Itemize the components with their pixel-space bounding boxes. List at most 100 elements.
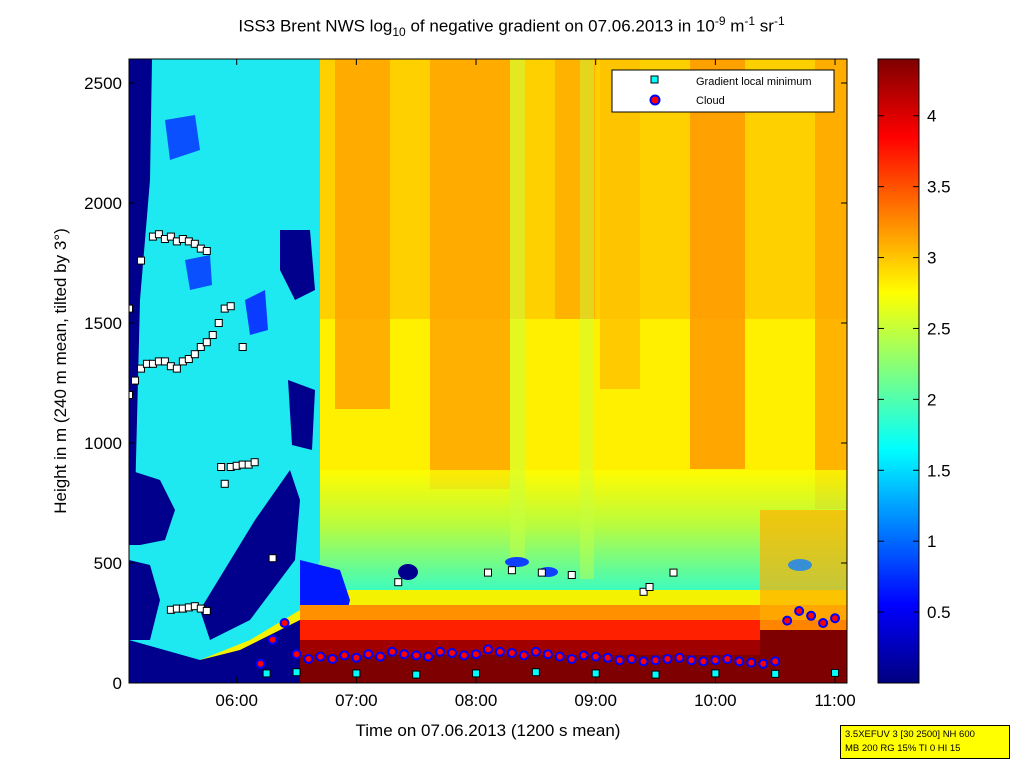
- gradient-min-marker: [292, 668, 301, 677]
- gradient-min-marker: [250, 458, 259, 467]
- cloud-marker: [638, 656, 649, 667]
- cloud-marker: [423, 651, 434, 662]
- gradient-min-marker: [196, 343, 205, 351]
- gradient-min-marker: [262, 669, 271, 678]
- info-box: 3.5XEFUV 3 [30 2500] NH 600 MB 200 RG 15…: [840, 725, 1010, 759]
- cloud-marker: [375, 651, 386, 662]
- gradient-min-marker: [190, 350, 199, 359]
- x-axis: 06:00 07:00 08:00 09:00 10:00 11:00: [215, 59, 856, 710]
- marker-layer: [120, 230, 841, 679]
- x-tick-label: 11:00: [814, 691, 855, 710]
- cloud-marker: [686, 655, 697, 666]
- cloud-marker: [315, 651, 326, 662]
- colorbar-tick-label: 3: [927, 249, 936, 268]
- legend-marker-gradient-min: [650, 75, 659, 84]
- x-tick-label: 07:00: [335, 691, 378, 710]
- gradient-min-marker: [154, 230, 163, 239]
- cloud-marker: [327, 654, 338, 664]
- gradient-min-marker: [130, 376, 139, 385]
- cloud-marker: [291, 649, 302, 660]
- y-tick-label: 500: [94, 554, 122, 573]
- info-line-1: 3.5XEFUV 3 [30 2500] NH 600: [845, 729, 975, 740]
- cloud-marker: [494, 646, 505, 657]
- gradient-min-marker: [120, 291, 127, 298]
- cloud-marker: [722, 654, 733, 664]
- gradient-min-marker: [129, 391, 133, 399]
- cloud-marker: [770, 656, 781, 667]
- gradient-min-marker: [831, 668, 840, 677]
- gradient-min-marker: [639, 587, 648, 596]
- cloud-marker: [459, 650, 470, 661]
- cloud-marker: [387, 646, 398, 657]
- gradient-min-marker: [226, 302, 235, 311]
- cloud-marker: [818, 618, 829, 628]
- heatmap-field: [129, 59, 847, 683]
- cloud-marker: [255, 658, 266, 669]
- colorbar-tick-label: 3.5: [927, 178, 951, 197]
- gradient-min-marker: [669, 568, 678, 577]
- cloud-marker: [662, 654, 673, 664]
- y-tick-label: 2000: [84, 194, 122, 213]
- colorbar-tick-label: 2.5: [927, 319, 951, 338]
- gradient-min-marker: [591, 669, 600, 678]
- colorbar-tick-label: 4: [927, 107, 936, 126]
- cloud-marker: [674, 652, 685, 663]
- gradient-min-marker: [537, 568, 546, 577]
- cloud-marker: [650, 655, 661, 666]
- colorbar: [877, 58, 920, 684]
- cloud-marker: [339, 650, 350, 661]
- cloud-marker: [363, 649, 374, 660]
- gradient-min-marker: [136, 256, 145, 265]
- gradient-min-marker: [136, 364, 145, 373]
- gradient-min-marker: [567, 571, 576, 579]
- gradient-min-marker: [172, 364, 181, 373]
- y-tick-label: 2500: [84, 74, 122, 93]
- gradient-min-marker: [412, 670, 421, 679]
- cloud-marker: [626, 654, 637, 664]
- gradient-min-marker: [202, 607, 211, 615]
- gradient-min-marker: [217, 463, 226, 471]
- cloud-marker: [351, 652, 362, 663]
- legend-marker-cloud: [649, 94, 661, 106]
- cloud-marker: [746, 657, 757, 668]
- x-tick-label: 06:00: [215, 691, 258, 710]
- cloud-marker: [267, 634, 278, 645]
- x-tick-label: 08:00: [455, 691, 498, 710]
- cloud-marker: [698, 656, 709, 667]
- gradient-min-marker: [651, 670, 660, 679]
- gradient-min-marker: [645, 583, 654, 591]
- cloud-marker: [411, 650, 422, 661]
- chart-title: ISS3 Brent NWS log10 of negative gradien…: [238, 14, 785, 40]
- gradient-min-marker: [472, 669, 481, 678]
- cloud-marker: [435, 646, 446, 657]
- y-axis: 0 500 1000 1500 2000 2500: [84, 74, 847, 693]
- gradient-min-marker: [352, 669, 361, 678]
- cloud-marker: [471, 649, 482, 660]
- colorbar-tick-label: 1.5: [927, 461, 951, 480]
- gradient-min-marker: [184, 355, 193, 363]
- cloud-marker: [506, 648, 517, 658]
- cloud-marker: [303, 654, 314, 664]
- info-line-2: MB 200 RG 15% TI 0 HI 15: [845, 743, 961, 754]
- y-tick-label: 1000: [84, 434, 122, 453]
- gradient-min-marker: [220, 479, 229, 488]
- gradient-min-marker: [771, 669, 780, 678]
- gradient-min-marker: [214, 319, 223, 327]
- legend: Gradient local minimum Cloud: [611, 69, 835, 113]
- cloud-marker: [542, 649, 553, 660]
- y-axis-label: Height in m (240 m mean, tilted by 3°): [51, 228, 70, 514]
- x-axis-label: Time on 07.06.2013 (1200 s mean): [356, 721, 621, 740]
- cloud-marker: [530, 646, 541, 657]
- cloud-marker: [830, 613, 841, 624]
- y-tick-label: 1500: [84, 314, 122, 333]
- cloud-marker: [806, 610, 817, 621]
- colorbar-tick-label: 0.5: [927, 603, 951, 622]
- cloud-marker: [483, 644, 493, 655]
- legend-label-gradient-min: Gradient local minimum: [696, 76, 812, 88]
- cloud-marker: [602, 652, 613, 663]
- cloud-marker: [447, 648, 458, 658]
- gradient-min-marker: [268, 554, 277, 563]
- cloud-marker: [399, 649, 410, 660]
- x-tick-label: 09:00: [574, 691, 617, 710]
